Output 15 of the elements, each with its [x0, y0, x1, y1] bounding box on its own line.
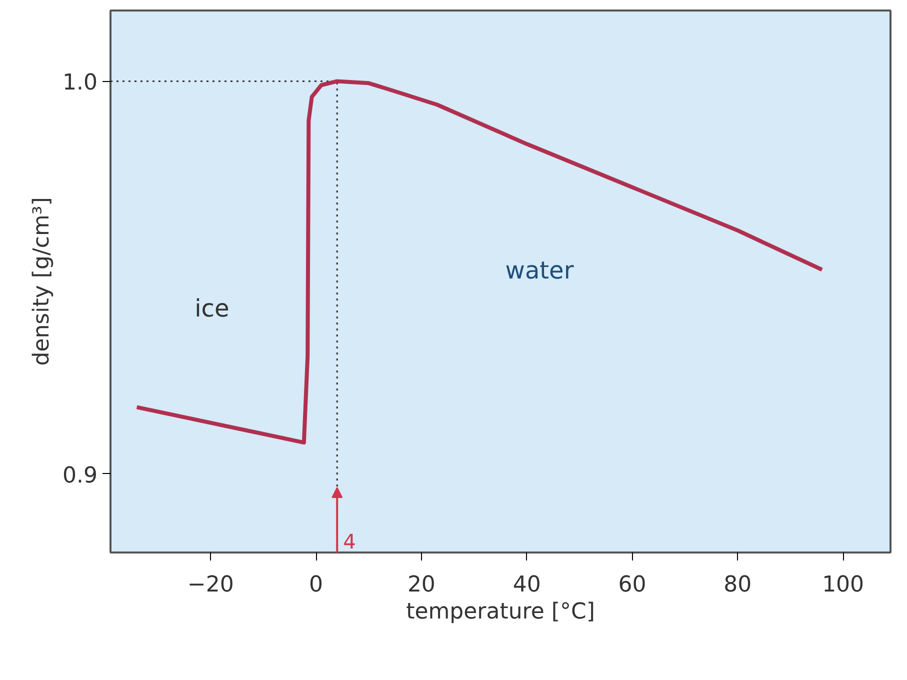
x-axis-title: temperature [°C]: [406, 600, 595, 624]
y-tick-label: 1.0: [62, 70, 98, 96]
x-tick-label: 40: [512, 572, 541, 598]
x-tick-label: 20: [407, 572, 436, 598]
x-tick-label: 0: [309, 572, 324, 598]
x-tick-label: −20: [187, 572, 234, 598]
x-tick-label: 100: [822, 572, 864, 598]
y-axis-title: density [g/cm³]: [30, 197, 55, 366]
y-tick-label: 0.9: [62, 463, 98, 488]
line-series: [134, 79, 824, 445]
x-tick-label: 80: [724, 572, 752, 598]
ref-line-label: 4: [343, 530, 356, 554]
annotation: water: [505, 256, 574, 285]
x-tick-label: 60: [618, 572, 646, 598]
annotation: ice: [194, 294, 230, 323]
